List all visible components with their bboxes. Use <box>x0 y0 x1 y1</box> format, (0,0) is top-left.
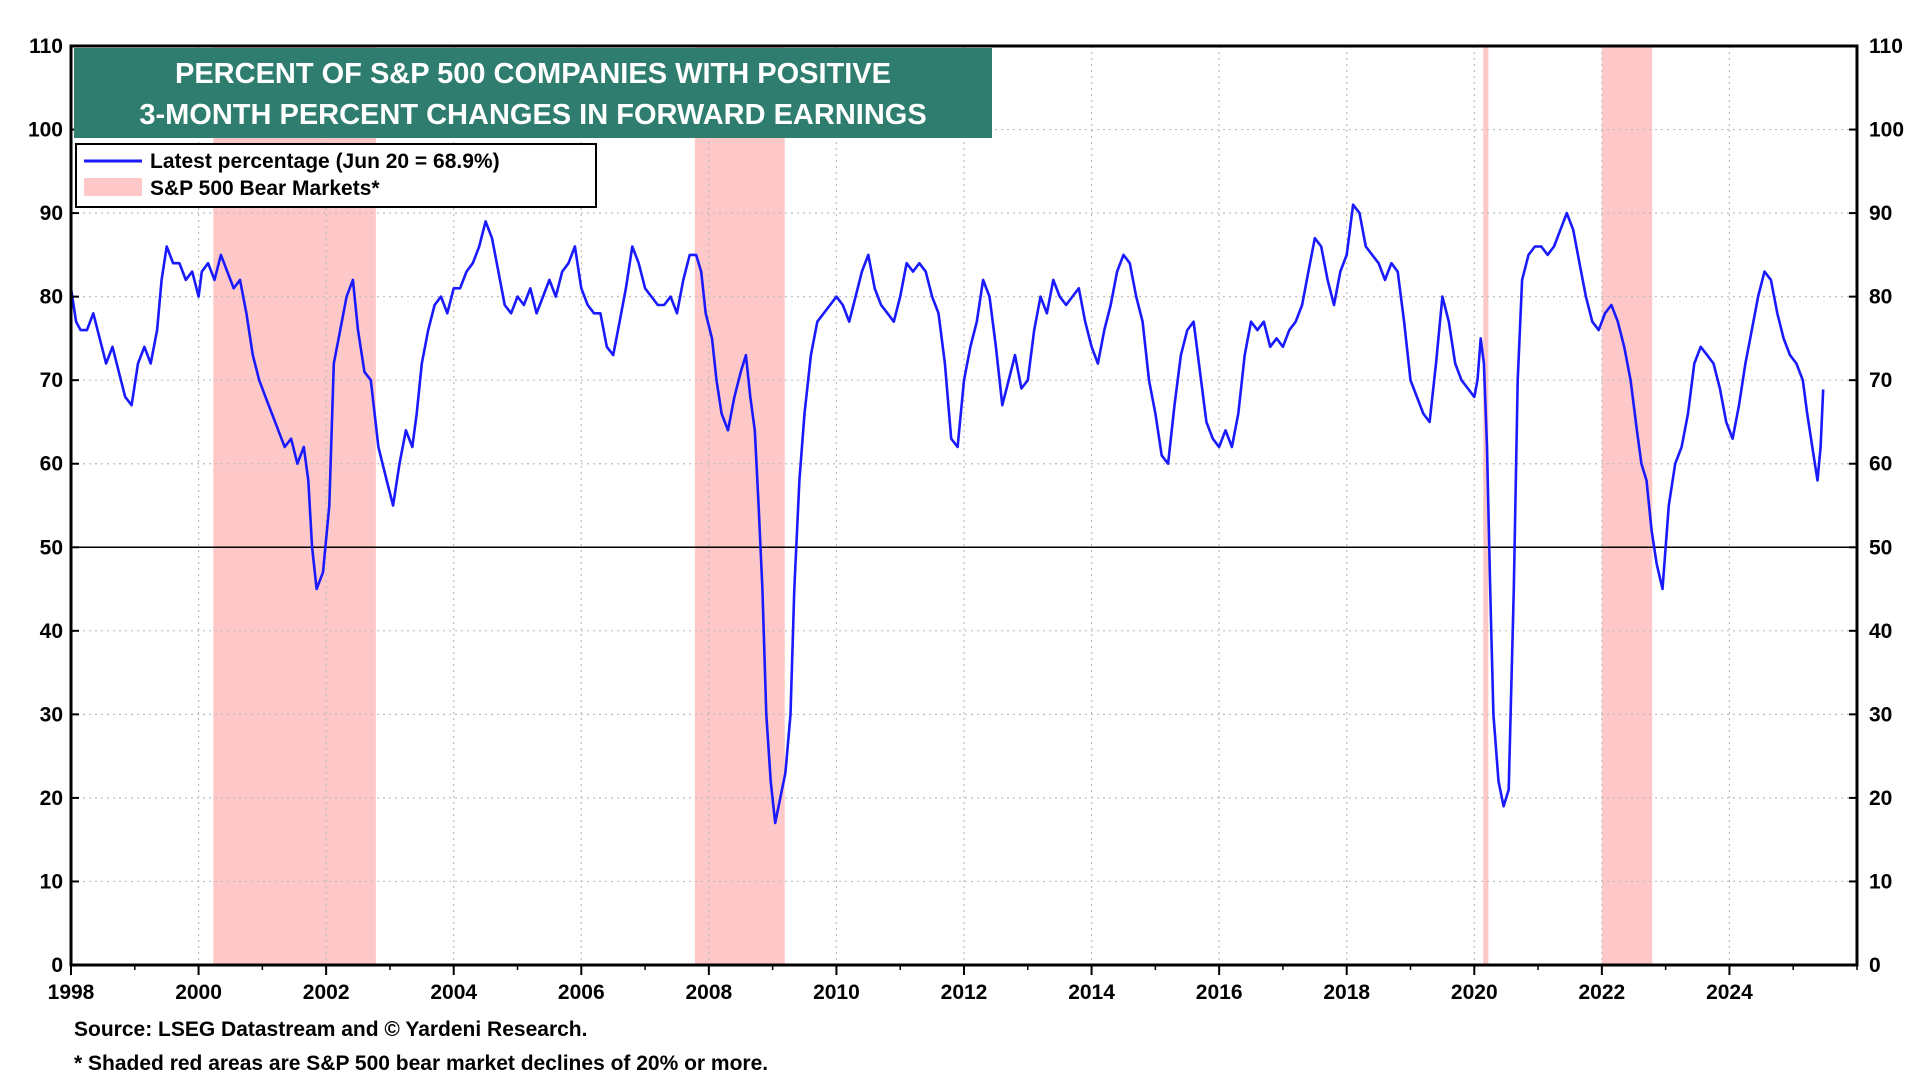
x-tick-label-1998: 1998 <box>48 981 95 1004</box>
x-tick-label-2018: 2018 <box>1323 981 1370 1004</box>
x-tick-label-2016: 2016 <box>1196 981 1243 1004</box>
x-tick-label-2022: 2022 <box>1578 981 1625 1004</box>
x-tick-label-2002: 2002 <box>303 981 350 1004</box>
x-tick-label-2014: 2014 <box>1068 981 1115 1004</box>
y-tick-label-left-80: 80 <box>40 286 63 309</box>
legend-shade-swatch <box>84 178 142 196</box>
series-line-0 <box>69 203 1825 825</box>
series-layer <box>69 203 1825 825</box>
y-tick-label-left-50: 50 <box>40 536 63 559</box>
bear-market-band-2 <box>1483 46 1489 965</box>
y-tick-label-right-90: 90 <box>1869 202 1892 225</box>
title-background <box>74 48 992 138</box>
y-tick-label-right-80: 80 <box>1869 286 1892 309</box>
x-tick-label-2006: 2006 <box>558 981 605 1004</box>
x-tick-label-2024: 2024 <box>1706 981 1753 1004</box>
y-tick-label-right-50: 50 <box>1869 536 1892 559</box>
bear-market-band-1 <box>694 46 785 965</box>
y-tick-label-right-20: 20 <box>1869 787 1892 810</box>
y-tick-label-left-60: 60 <box>40 453 63 476</box>
y-tick-label-right-100: 100 <box>1869 119 1904 142</box>
y-tick-label-right-30: 30 <box>1869 703 1892 726</box>
footnote: * Shaded red areas are S&P 500 bear mark… <box>74 1052 769 1075</box>
y-tick-label-left-100: 100 <box>28 119 63 142</box>
x-tick-label-2000: 2000 <box>175 981 222 1004</box>
x-tick-label-2012: 2012 <box>941 981 988 1004</box>
y-tick-label-right-110: 110 <box>1869 35 1903 58</box>
y-tick-label-right-0: 0 <box>1869 954 1881 977</box>
legend-entry-latest: Latest percentage (Jun 20 = 68.9%) <box>150 150 500 173</box>
x-tick-label-2020: 2020 <box>1451 981 1498 1004</box>
x-tick-label-2008: 2008 <box>685 981 732 1004</box>
x-tick-label-2010: 2010 <box>813 981 860 1004</box>
y-tick-label-left-40: 40 <box>40 620 63 643</box>
y-tick-label-left-10: 10 <box>40 870 63 893</box>
title-line-2: 3-MONTH PERCENT CHANGES IN FORWARD EARNI… <box>139 99 926 131</box>
y-tick-label-right-70: 70 <box>1869 369 1892 392</box>
y-tick-label-left-30: 30 <box>40 703 63 726</box>
y-tick-label-right-10: 10 <box>1869 870 1892 893</box>
title-line-1: PERCENT OF S&P 500 COMPANIES WITH POSITI… <box>175 58 891 90</box>
bear-market-band-3 <box>1601 46 1653 965</box>
y-tick-label-left-90: 90 <box>40 202 63 225</box>
title-box: PERCENT OF S&P 500 COMPANIES WITH POSITI… <box>74 48 992 138</box>
x-tick-label-2004: 2004 <box>430 981 477 1004</box>
y-tick-label-left-20: 20 <box>40 787 63 810</box>
y-tick-label-left-70: 70 <box>40 369 63 392</box>
y-tick-label-right-60: 60 <box>1869 453 1892 476</box>
legend-entry-bear: S&P 500 Bear Markets* <box>150 177 380 200</box>
source-note: Source: LSEG Datastream and © Yardeni Re… <box>74 1018 588 1041</box>
legend-box <box>75 143 597 208</box>
legend: Latest percentage (Jun 20 = 68.9%) S&P 5… <box>75 143 597 208</box>
y-tick-label-left-110: 110 <box>29 35 63 58</box>
y-tick-label-left-0: 0 <box>51 954 63 977</box>
y-tick-label-right-40: 40 <box>1869 620 1892 643</box>
